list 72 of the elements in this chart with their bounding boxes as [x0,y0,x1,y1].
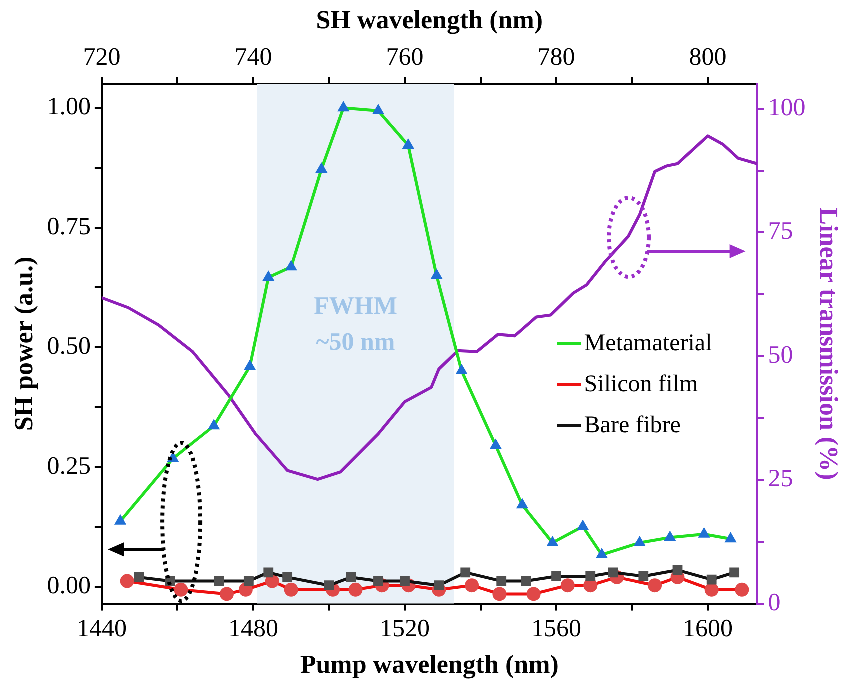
y2-tick-label: 0 [768,589,781,616]
legend-label: Bare fibre [584,412,681,438]
y2-tick-label: 25 [768,466,794,493]
point [490,438,502,450]
point [460,568,471,578]
x-tick-label: 1600 [683,615,734,642]
point [465,578,480,593]
point [316,162,328,173]
band-label: FWHM ~50 nm [314,293,398,356]
point [521,576,532,586]
y-tick-label: 0.50 [47,333,91,360]
x2-tick-label: 780 [538,44,576,71]
x-tick-label: 1560 [532,615,582,642]
point [402,138,414,149]
point [560,578,575,593]
y-tick-label: 1.00 [47,94,91,121]
point [430,268,443,280]
point [576,520,590,530]
y-tick-label: 0.25 [47,452,91,480]
point [346,572,356,582]
point [208,419,220,430]
point [372,104,385,115]
x2-tick-label: 800 [689,44,727,71]
point [735,582,750,597]
point [638,572,649,582]
point [338,101,350,112]
point [704,582,719,597]
point [114,514,127,525]
y-tick-label: 0.00 [47,572,91,600]
point [552,572,562,582]
point [174,582,188,597]
point [492,587,507,602]
point [264,568,274,578]
point [214,576,224,586]
point [284,582,298,597]
point [262,270,275,282]
point [220,587,234,602]
point [244,576,254,586]
x2-tick-label: 760 [386,44,424,71]
point [516,498,528,509]
point [348,582,363,597]
y2-tick-label: 50 [768,342,794,369]
legend-label: Silicon film [584,371,699,398]
y2-tick-label: 75 [768,218,794,246]
point [706,574,717,585]
y2-tick-label: 100 [768,94,806,122]
x2-tick-label: 740 [234,44,272,71]
x-tick-label: 1480 [228,615,278,642]
y-axis-title: SH power (a.u.) [9,256,38,432]
x-tick-label: 1520 [380,615,430,642]
x-axis-title: Pump wavelength (nm) [300,650,559,680]
point [120,574,134,588]
x2-axis-title: SH wavelength (nm) [316,5,544,34]
x2-tick-label: 720 [83,44,121,71]
point [724,532,737,543]
x-tick-label: 1440 [76,615,127,642]
legend-label: Metamaterial [584,330,713,356]
point [648,578,662,593]
point [134,572,144,582]
point [526,587,541,602]
point [285,260,298,271]
point [282,572,293,582]
point [672,565,683,576]
y-tick-label: 0.75 [47,213,91,240]
point [586,572,596,582]
y2-axis-title: Linear transmission (%) [814,208,844,480]
point [730,568,740,578]
point [244,360,256,370]
point [664,530,676,542]
point [496,576,507,586]
point [698,527,710,538]
point [456,364,468,375]
